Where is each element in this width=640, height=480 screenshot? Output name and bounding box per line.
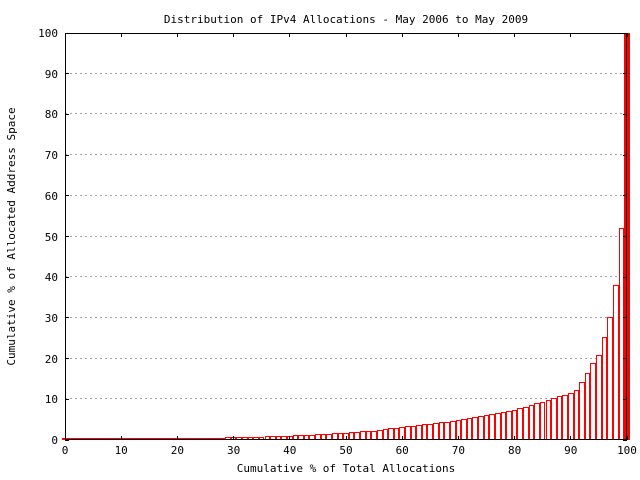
y-tick-mark — [65, 113, 69, 115]
y-tick-mark-right — [623, 32, 627, 34]
chart-title: Distribution of IPv4 Allocations - May 2… — [163, 13, 529, 26]
y-tick-mark-right — [623, 317, 627, 319]
y-tick-mark-right — [623, 154, 627, 156]
y-tick-label: 30 — [44, 311, 58, 325]
gridline-y-20 — [65, 357, 627, 359]
x-tick-mark-top — [570, 33, 572, 37]
x-tick-label: 100 — [617, 444, 637, 457]
y-tick-mark — [65, 317, 69, 319]
x-tick-mark-top — [120, 33, 122, 37]
y-tick-label: 60 — [44, 189, 58, 203]
x-tick-mark — [345, 436, 347, 440]
y-tick-mark — [65, 32, 69, 34]
y-tick-mark — [65, 236, 69, 237]
x-tick-mark-top — [401, 33, 403, 37]
x-tick-mark — [514, 436, 516, 440]
x-tick-mark-top — [289, 33, 291, 37]
y-tick-mark-right — [623, 236, 627, 237]
x-tick-mark — [626, 436, 628, 440]
x-tick-mark — [120, 436, 122, 440]
x-tick-label: 0 — [61, 444, 69, 457]
y-tick-label: 40 — [44, 271, 58, 285]
x-tick-mark — [457, 436, 459, 440]
y-tick-mark — [65, 276, 69, 278]
plot-border — [65, 33, 627, 440]
x-tick-mark — [289, 436, 291, 440]
gridline-y-50 — [65, 235, 627, 237]
y-tick-label: 20 — [44, 352, 58, 366]
x-tick-mark — [233, 436, 235, 440]
y-tick-mark — [65, 398, 69, 400]
y-tick-mark — [65, 195, 69, 197]
y-tick-mark-right — [623, 113, 627, 115]
y-tick-mark — [65, 439, 69, 441]
x-tick-mark-top — [64, 33, 66, 37]
gridline-y-90 — [65, 72, 627, 74]
x-tick-label: 70 — [451, 444, 466, 457]
y-tick-label: 80 — [44, 108, 58, 122]
y-tick-mark-right — [623, 439, 627, 441]
gridline-y-30 — [65, 316, 627, 318]
y-tick-label: 10 — [44, 393, 58, 407]
x-tick-label: 60 — [395, 444, 409, 457]
y-tick-mark-right — [623, 358, 627, 360]
x-tick-label: 90 — [564, 444, 578, 457]
plot-area — [62, 32, 630, 441]
x-tick-label: 30 — [226, 444, 241, 457]
gridline-y-70 — [65, 154, 627, 156]
y-tick-mark-right — [623, 276, 627, 278]
y-tick-label: 100 — [38, 27, 58, 40]
x-tick-label: 50 — [339, 444, 353, 457]
x-tick-mark — [570, 436, 572, 440]
x-axis-label: Cumulative % of Total Allocations — [236, 462, 456, 475]
gridline-y-10 — [65, 398, 627, 400]
x-tick-label: 40 — [283, 444, 297, 457]
y-tick-mark-right — [623, 398, 627, 400]
x-tick-mark-top — [233, 33, 235, 37]
x-tick-mark-top — [176, 33, 178, 37]
x-tick-mark-top — [345, 33, 347, 37]
y-tick-label: 0 — [51, 434, 58, 447]
y-tick-mark-right — [623, 195, 627, 197]
gridline-y-60 — [65, 194, 627, 196]
y-tick-label: 90 — [44, 67, 58, 81]
y-tick-label: 70 — [44, 149, 58, 163]
gridline-y-40 — [65, 276, 627, 278]
x-tick-mark-top — [626, 33, 628, 37]
x-tick-mark — [176, 436, 178, 440]
x-tick-label: 80 — [507, 444, 522, 457]
y-tick-mark — [65, 154, 69, 156]
x-tick-label: 20 — [170, 444, 185, 457]
y-tick-mark — [65, 358, 69, 360]
x-tick-mark — [401, 436, 403, 440]
y-tick-mark — [65, 73, 69, 75]
y-tick-label: 50 — [44, 230, 58, 244]
x-tick-label: 10 — [114, 444, 128, 457]
y-tick-mark-right — [623, 73, 627, 75]
x-tick-mark-top — [514, 33, 516, 37]
gridline-y-80 — [65, 113, 627, 115]
x-tick-mark-top — [457, 33, 459, 37]
